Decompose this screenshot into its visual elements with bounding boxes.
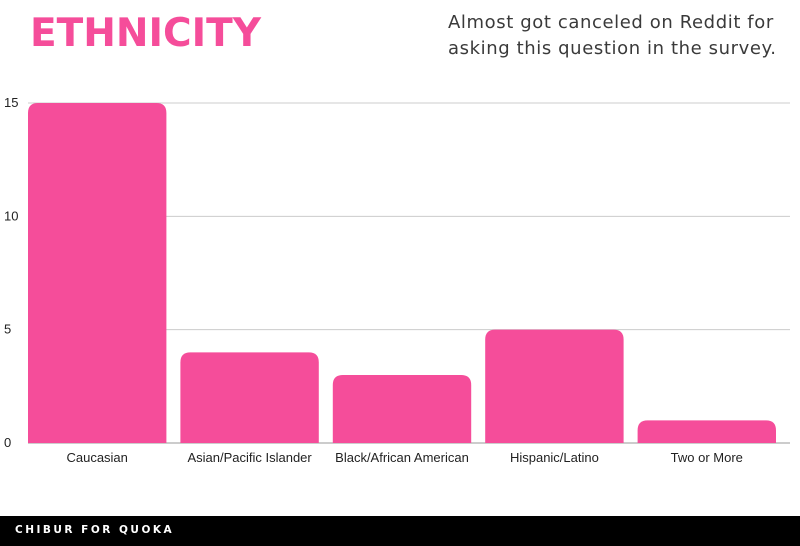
y-axis: 0 5 10 15 xyxy=(4,95,18,450)
footer-bar: CHIBUR FOR QUOKA xyxy=(0,516,800,546)
y-tick-label: 0 xyxy=(4,435,11,450)
bar-caucasian xyxy=(28,103,167,443)
chart-title: ETHNICITY xyxy=(30,11,262,56)
y-tick-label: 15 xyxy=(4,95,18,110)
y-tick-label: 5 xyxy=(4,322,11,337)
bar-hispanic-latino xyxy=(485,329,624,443)
x-axis: Caucasian Asian/Pacific Islander Black/Afr… xyxy=(66,450,742,465)
x-category-label: Hispanic/Latino xyxy=(510,450,599,465)
footer-credit: CHIBUR FOR QUOKA xyxy=(15,524,175,536)
bars xyxy=(28,103,776,443)
x-category-label: Asian/Pacific Islander xyxy=(187,450,312,465)
x-category-label: Caucasian xyxy=(66,450,127,465)
x-category-label: Black/African American xyxy=(335,450,469,465)
bar-chart: 0 5 10 15 Caucasian Asian/Pacific Islander Bl… xyxy=(4,95,790,465)
bar-two-or-more xyxy=(637,420,776,443)
chart-subtitle: Almost got canceled on Reddit for asking… xyxy=(448,12,777,59)
y-tick-label: 10 xyxy=(4,208,18,223)
x-category-label: Two or More xyxy=(671,450,743,465)
bar-asian-pacific-islander xyxy=(180,352,319,443)
bar-black-african-american xyxy=(332,375,472,443)
